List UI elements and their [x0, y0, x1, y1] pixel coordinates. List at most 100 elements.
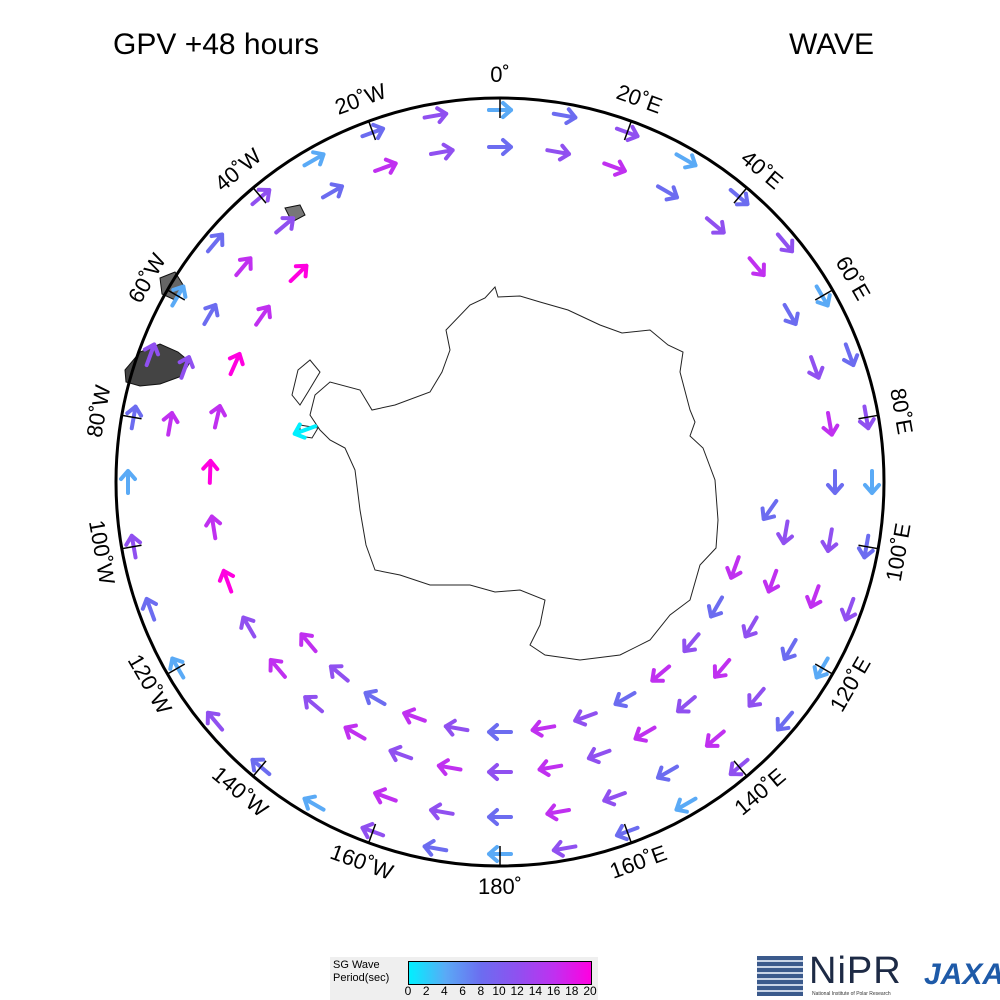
wave-arrow	[487, 763, 513, 781]
wave-arrow	[302, 150, 326, 168]
wave-arrow	[747, 256, 766, 278]
graticule-tick	[252, 187, 267, 204]
wave-arrow	[299, 632, 318, 654]
wave-arrow	[268, 657, 287, 679]
wave-arrow	[633, 725, 657, 743]
longitude-label: 160˚W	[327, 839, 397, 885]
antarctica-coastline	[124, 204, 719, 661]
wave-arrow	[545, 143, 572, 162]
wave-arrow	[239, 615, 257, 639]
longitude-label: 80˚E	[885, 386, 918, 436]
wave-period-legend: SG Wave Period(sec) 0 2 4 6 8 10 12 14 16 18 20	[330, 957, 598, 1000]
jaxa-logo-text: JAXA	[924, 958, 1000, 991]
wave-arrow	[602, 159, 627, 177]
wave-arrow	[201, 458, 220, 485]
wave-arrow	[602, 789, 627, 807]
wave-arrow	[820, 527, 839, 554]
wave-arrow	[274, 216, 296, 235]
graticule	[121, 98, 879, 866]
longitude-label: 80˚W	[82, 383, 116, 439]
wave-arrow	[388, 744, 414, 763]
legend-tick-labels: 0 2 4 6 8 10 12 14 16 18 20	[404, 984, 597, 998]
wave-arrow	[586, 746, 612, 765]
wave-arrow	[140, 596, 158, 622]
graticule-tick	[252, 760, 267, 777]
wave-arrow	[782, 302, 800, 327]
legend-tick-label: 8	[477, 984, 485, 998]
legend-tick-label: 4	[441, 984, 448, 998]
graticule-tick	[121, 544, 142, 550]
wave-arrow	[682, 632, 701, 654]
wave-arrow	[234, 256, 253, 278]
graticule-tick	[814, 289, 833, 301]
map-boundary	[114, 96, 886, 868]
wave-arrow	[443, 718, 470, 737]
graticule-tick	[858, 544, 879, 550]
longitude-label: 100˚W	[84, 518, 120, 586]
wave-arrow	[254, 304, 272, 327]
wave-arrow	[706, 595, 725, 619]
graticule-tick	[167, 663, 186, 675]
legend-tick-label: 14	[528, 984, 543, 998]
wave-arrow	[422, 838, 449, 857]
longitude-label: 120˚W	[123, 650, 177, 719]
graticule-tick	[367, 823, 377, 844]
graticule-tick	[733, 760, 748, 777]
wave-arrow	[227, 351, 245, 377]
legend-tick-label: 6	[459, 984, 466, 998]
wave-arrow	[205, 232, 225, 254]
longitude-label: 100˚E	[881, 521, 916, 583]
wave-arrow	[209, 404, 227, 430]
wave-arrow	[762, 568, 781, 594]
wave-arrow	[712, 657, 732, 679]
wave-arrow	[839, 596, 858, 622]
wave-arrow	[675, 695, 697, 714]
wave-arrow	[655, 764, 680, 782]
wave-arrow	[842, 342, 860, 368]
wave-arrow	[202, 302, 220, 327]
nipr-logo-subtitle: National Institute of Polar Research	[812, 991, 891, 997]
wave-arrow	[807, 355, 825, 380]
variable-title: WAVE	[789, 28, 875, 61]
graticule-tick	[814, 663, 833, 675]
wave-arrow	[573, 709, 598, 727]
wave-arrow	[674, 796, 698, 814]
longitude-label: 0˚	[490, 62, 510, 87]
legend-tick-label: 18	[565, 984, 579, 998]
wave-arrow	[487, 723, 513, 741]
jaxa-logo-icon: JAXA	[924, 958, 1000, 991]
graticule-tick	[858, 414, 879, 420]
wave-arrow	[775, 232, 795, 254]
wave-arrow	[328, 664, 350, 683]
legend-tick-label: 16	[546, 984, 561, 998]
wave-arrow	[436, 758, 463, 776]
wave-arrow	[741, 615, 759, 639]
legend-tick-label: 12	[510, 984, 524, 998]
legend-tick-label: 10	[492, 984, 506, 998]
wave-arrow	[760, 498, 779, 522]
nipr-logo-icon	[757, 956, 803, 996]
wave-arrow	[530, 719, 557, 738]
longitude-label: 20˚W	[332, 78, 390, 120]
legend-tick-label: 2	[422, 984, 430, 998]
wave-arrow	[650, 664, 672, 683]
wave-arrow	[551, 839, 578, 858]
wave-arrow	[428, 802, 455, 821]
wave-arrow	[776, 519, 794, 546]
longitude-label: 180˚	[478, 874, 522, 899]
legend-title: SG Wave Period(sec)	[333, 959, 390, 984]
wave-arrow	[655, 184, 680, 202]
wave-arrow	[161, 410, 180, 437]
graticule-tick	[367, 120, 377, 141]
legend-tick-label: 0	[404, 984, 412, 998]
wave-arrow	[545, 803, 572, 822]
longitude-label: 20˚E	[613, 79, 665, 118]
wave-arrow	[373, 157, 398, 175]
graticule-tick	[121, 414, 142, 420]
graticule-tick	[623, 823, 633, 844]
wave-arrow	[821, 410, 840, 437]
longitude-label: 120˚E	[825, 652, 876, 715]
wave-arrow	[303, 694, 325, 714]
wave-period-arrows	[119, 101, 881, 863]
